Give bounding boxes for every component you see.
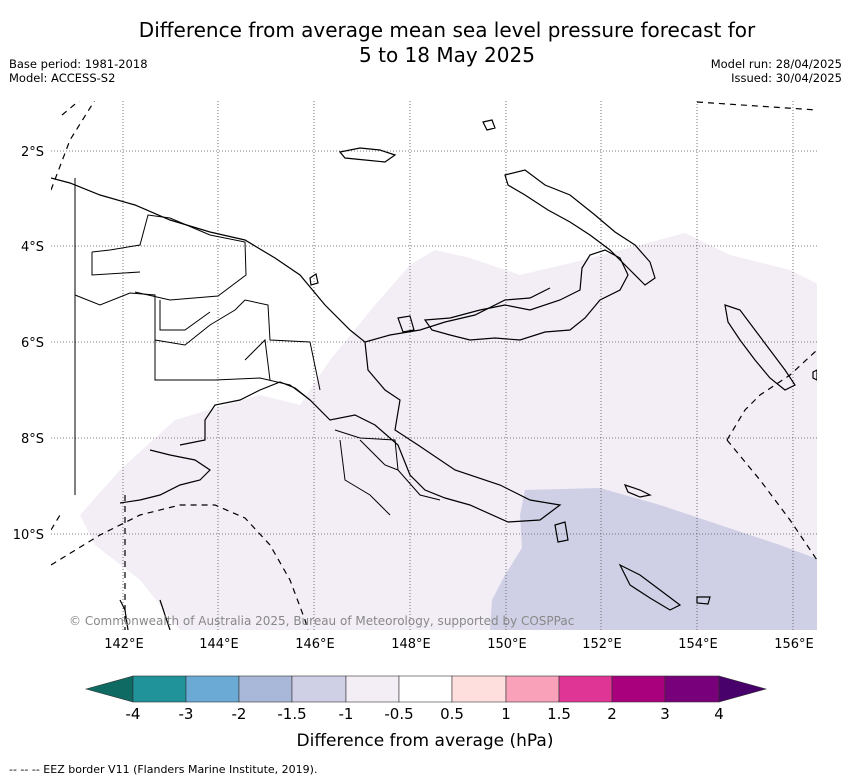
colorbar-tick: -2 — [231, 705, 247, 723]
lon-label-144: 144°E — [199, 637, 239, 652]
eez-footnote: -- -- -- EEZ border V11 (Flanders Marine… — [9, 763, 318, 776]
lat-label-6s: 6°S — [21, 336, 44, 351]
lon-label-150: 150°E — [487, 637, 527, 652]
colorbar-tick: 0.5 — [440, 705, 464, 723]
colorbar — [84, 675, 768, 703]
colorbar-tick: 1.5 — [547, 705, 571, 723]
lon-label-148: 148°E — [391, 637, 431, 652]
colorbar-bin-1 — [132, 675, 187, 703]
colorbar-extend-low — [84, 675, 134, 703]
colorbar-tick: 3 — [660, 705, 670, 723]
model-name: Model: ACCESS-S2 — [9, 71, 116, 85]
colorbar-bin-4 — [291, 675, 347, 703]
graticule — [51, 101, 817, 630]
colorbar-tick: -4 — [125, 705, 141, 723]
colorbar-tick: -3 — [178, 705, 194, 723]
lon-label-146: 146°E — [295, 637, 335, 652]
longitude-axis: 142°E 144°E 146°E 148°E 150°E 152°E 154°… — [104, 637, 814, 652]
eez-borders — [51, 101, 817, 630]
colorbar-tick: -1 — [338, 705, 354, 723]
lon-label-152: 152°E — [582, 637, 622, 652]
colorbar-tick: 4 — [714, 705, 724, 723]
title-line-2: 5 to 18 May 2025 — [359, 43, 535, 67]
colorbar-bin-5 — [345, 675, 400, 703]
colorbar-bin-3 — [238, 675, 293, 703]
colorbar-bin-2 — [185, 675, 240, 703]
meta-left: Base period: 1981-2018 Model: ACCESS-S2 — [9, 57, 148, 85]
title-line-1: Difference from average mean sea level p… — [138, 18, 756, 42]
lat-label-8s: 8°S — [21, 432, 44, 447]
chart-title: Difference from average mean sea level p… — [0, 18, 850, 68]
copyright-notice: © Commonwealth of Australia 2025, Bureau… — [69, 614, 575, 628]
lat-label-10s: 10°S — [13, 528, 44, 543]
base-period: Base period: 1981-2018 — [9, 57, 148, 71]
colorbar-bin-8 — [505, 675, 560, 703]
lon-label-142: 142°E — [104, 637, 144, 652]
colorbar-extend-high — [718, 675, 768, 703]
map-panel — [51, 101, 817, 630]
colorbar-bin-11 — [664, 675, 720, 703]
borders — [74, 178, 441, 516]
colorbar-tick: -0.5 — [384, 705, 414, 723]
anomaly-region-medium — [490, 488, 817, 630]
colorbar-tick: 2 — [607, 705, 617, 723]
colorbar-bin-9 — [558, 675, 613, 703]
colorbar-tick: 1 — [501, 705, 511, 723]
meta-right: Model run: 28/04/2025 Issued: 30/04/2025 — [711, 57, 842, 85]
lon-label-156: 156°E — [774, 637, 814, 652]
colorbar-tick: -1.5 — [277, 705, 307, 723]
lat-label-4s: 4°S — [21, 240, 44, 255]
colorbar-bin-6 — [398, 675, 453, 703]
colorbar-bin-7 — [451, 675, 507, 703]
lon-label-154: 154°E — [678, 637, 718, 652]
lat-label-2s: 2°S — [21, 145, 44, 160]
latitude-axis: 2°S 4°S 6°S 8°S 10°S — [13, 145, 44, 543]
coastlines — [51, 119, 817, 630]
issued-date: Issued: 30/04/2025 — [731, 71, 842, 85]
model-run: Model run: 28/04/2025 — [710, 57, 842, 71]
colorbar-title: Difference from average (hPa) — [296, 731, 554, 751]
colorbar-bin-10 — [611, 675, 666, 703]
